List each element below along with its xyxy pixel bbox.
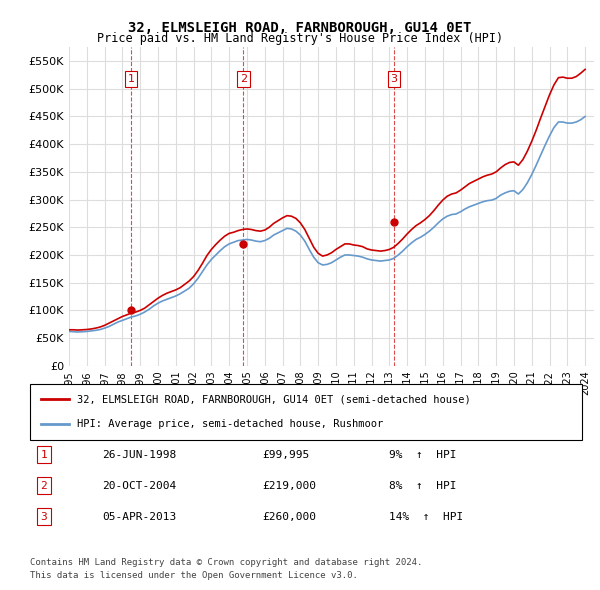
Text: 32, ELMSLEIGH ROAD, FARNBOROUGH, GU14 0ET: 32, ELMSLEIGH ROAD, FARNBOROUGH, GU14 0E… — [128, 21, 472, 35]
Text: Contains HM Land Registry data © Crown copyright and database right 2024.: Contains HM Land Registry data © Crown c… — [30, 558, 422, 566]
Text: This data is licensed under the Open Government Licence v3.0.: This data is licensed under the Open Gov… — [30, 571, 358, 580]
Text: 26-JUN-1998: 26-JUN-1998 — [102, 450, 176, 460]
Text: 1: 1 — [127, 74, 134, 84]
Text: £99,995: £99,995 — [262, 450, 309, 460]
Text: £219,000: £219,000 — [262, 481, 316, 491]
Text: 32, ELMSLEIGH ROAD, FARNBOROUGH, GU14 0ET (semi-detached house): 32, ELMSLEIGH ROAD, FARNBOROUGH, GU14 0E… — [77, 394, 470, 404]
Text: 2: 2 — [40, 481, 47, 491]
Text: HPI: Average price, semi-detached house, Rushmoor: HPI: Average price, semi-detached house,… — [77, 419, 383, 429]
Text: 05-APR-2013: 05-APR-2013 — [102, 512, 176, 522]
Text: £260,000: £260,000 — [262, 512, 316, 522]
Text: 14%  ↑  HPI: 14% ↑ HPI — [389, 512, 463, 522]
Text: Price paid vs. HM Land Registry's House Price Index (HPI): Price paid vs. HM Land Registry's House … — [97, 32, 503, 45]
Text: 8%  ↑  HPI: 8% ↑ HPI — [389, 481, 457, 491]
Text: 3: 3 — [390, 74, 397, 84]
FancyBboxPatch shape — [30, 384, 582, 440]
Text: 2: 2 — [240, 74, 247, 84]
Text: 3: 3 — [40, 512, 47, 522]
Text: 1: 1 — [40, 450, 47, 460]
Text: 9%  ↑  HPI: 9% ↑ HPI — [389, 450, 457, 460]
Text: 20-OCT-2004: 20-OCT-2004 — [102, 481, 176, 491]
